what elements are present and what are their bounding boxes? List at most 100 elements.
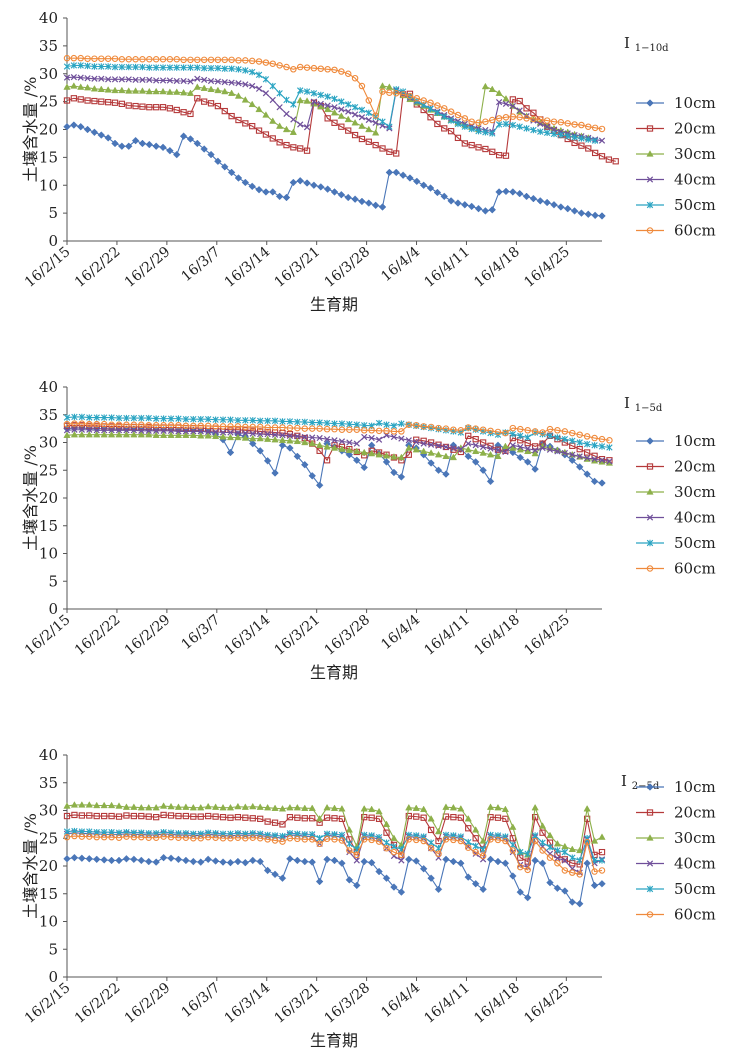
data-point-10cm	[598, 212, 606, 220]
data-point-30cm	[390, 834, 398, 841]
data-point-50cm	[139, 63, 146, 71]
data-point-20cm	[262, 131, 270, 138]
data-point-20cm	[235, 116, 242, 124]
data-point-50cm	[591, 442, 598, 449]
data-point-50cm	[441, 113, 448, 120]
data-point-60cm	[442, 425, 450, 432]
y-tick-label: 10	[39, 545, 58, 563]
data-point-60cm	[86, 420, 93, 428]
data-point-10cm	[523, 893, 532, 902]
data-point-30cm	[207, 85, 215, 93]
data-point-20cm	[249, 815, 256, 822]
data-point-30cm	[316, 441, 324, 448]
data-point-60cm	[256, 423, 264, 431]
data-point-40cm	[561, 857, 568, 864]
data-point-10cm	[464, 873, 473, 881]
data-point-30cm	[152, 803, 160, 811]
legend-item-30cm: 30cm	[636, 483, 716, 501]
data-point-10cm	[434, 885, 443, 894]
data-point-10cm	[413, 177, 421, 186]
data-point-60cm	[130, 833, 138, 841]
data-point-10cm	[382, 874, 391, 882]
x-axis-label: 生育期	[310, 663, 358, 682]
data-point-60cm	[63, 54, 71, 62]
data-point-20cm	[146, 104, 153, 111]
legend-item-20cm: 20cm	[636, 120, 716, 138]
data-point-60cm	[197, 834, 205, 842]
data-point-10cm	[397, 888, 406, 896]
data-point-10cm	[124, 142, 133, 150]
data-point-20cm	[175, 812, 182, 820]
data-point-40cm	[130, 427, 137, 434]
data-point-60cm	[200, 56, 208, 64]
legend-item-60cm: 60cm	[636, 906, 716, 924]
legend-label: 20cm	[674, 458, 716, 476]
data-point-40cm	[591, 456, 598, 463]
y-tick-label: 20	[39, 121, 58, 139]
data-point-10cm	[301, 857, 309, 866]
data-point-20cm	[180, 109, 187, 116]
series-line-50cm	[66, 416, 610, 449]
data-point-20cm	[187, 110, 194, 118]
data-point-10cm	[166, 146, 174, 155]
x-tick-label: 16/3/14	[222, 244, 274, 291]
data-point-30cm	[167, 802, 175, 810]
data-point-50cm	[262, 76, 270, 83]
legend-label: 40cm	[674, 509, 716, 527]
data-point-50cm	[509, 121, 517, 129]
data-point-60cm	[323, 425, 331, 433]
x-tick-label: 16/4/18	[471, 244, 523, 291]
data-point-60cm	[475, 119, 482, 127]
data-point-20cm	[63, 97, 71, 104]
data-point-30cm	[397, 453, 406, 461]
data-point-40cm	[212, 428, 219, 436]
data-point-30cm	[375, 807, 383, 815]
data-point-50cm	[194, 64, 201, 71]
treatment-tag: I 1−10d	[624, 34, 669, 54]
data-point-10cm	[543, 198, 551, 207]
data-point-60cm	[502, 837, 509, 845]
data-point-30cm	[442, 452, 450, 460]
data-point-40cm	[353, 440, 360, 447]
data-point-30cm	[316, 815, 324, 822]
data-point-20cm	[118, 100, 126, 108]
data-point-50cm	[598, 857, 606, 864]
data-point-60cm	[221, 56, 229, 64]
data-point-60cm	[71, 832, 78, 840]
treatment-tag-letter: I	[624, 394, 630, 412]
data-point-40cm	[264, 431, 271, 438]
data-point-20cm	[509, 835, 516, 842]
data-point-30cm	[204, 802, 212, 810]
legend-label: 50cm	[674, 880, 716, 898]
data-point-40cm	[249, 82, 256, 90]
data-point-10cm	[226, 448, 235, 457]
data-point-10cm	[427, 459, 435, 467]
data-point-10cm	[397, 473, 406, 481]
data-point-10cm	[427, 874, 435, 882]
data-point-50cm	[502, 120, 510, 128]
data-point-30cm	[286, 437, 294, 444]
data-point-60cm	[368, 836, 375, 844]
data-point-60cm	[516, 113, 523, 121]
data-point-10cm	[271, 870, 279, 879]
data-point-10cm	[152, 858, 160, 866]
data-point-50cm	[63, 63, 71, 70]
data-point-60cm	[308, 425, 316, 432]
data-point-50cm	[86, 414, 93, 421]
data-point-50cm	[71, 413, 78, 421]
data-point-50cm	[93, 414, 100, 421]
data-point-60cm	[160, 833, 167, 840]
data-point-40cm	[269, 96, 276, 104]
data-point-60cm	[63, 833, 71, 841]
data-point-50cm	[571, 134, 578, 141]
data-point-40cm	[331, 437, 338, 444]
y-tick-label: 20	[39, 857, 58, 875]
data-point-60cm	[583, 838, 591, 846]
y-axis-label: 土壤含水量 /%	[21, 445, 40, 551]
data-point-10cm	[248, 182, 256, 191]
data-point-30cm	[97, 85, 105, 93]
data-point-40cm	[301, 433, 308, 441]
data-point-30cm	[93, 801, 101, 809]
data-point-40cm	[346, 849, 353, 856]
